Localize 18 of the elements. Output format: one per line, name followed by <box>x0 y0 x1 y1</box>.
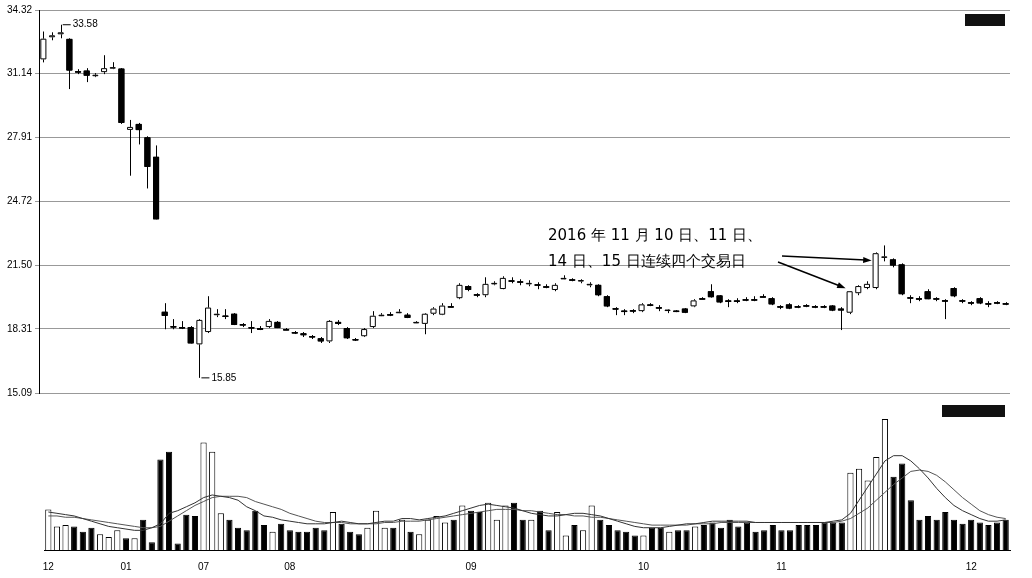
y-tick-label: 34.32 <box>6 3 33 15</box>
y-tick-label: 24.72 <box>6 194 33 206</box>
annotation: 33.58 <box>72 18 99 30</box>
x-tick-label: 07 <box>198 560 210 572</box>
y-tick-label: 18.31 <box>6 322 33 334</box>
annotation: 2016 年 11 月 10 日、11 日、 14 日、15 日连续四个交易日 <box>548 226 763 270</box>
annotation: 15.85 <box>211 371 237 383</box>
x-tick-label: 11 <box>776 560 788 572</box>
y-tick-label: 31.14 <box>6 67 33 79</box>
y-tick-label: 15.09 <box>6 386 33 398</box>
x-tick-label: 10 <box>637 560 650 572</box>
x-tick-label: 09 <box>465 560 477 572</box>
x-tick-label: 01 <box>120 560 132 572</box>
x-tick-label: 08 <box>284 560 296 572</box>
x-tick-label: 12 <box>42 560 55 572</box>
x-tick-label: 12 <box>965 560 978 572</box>
y-tick-label: 21.50 <box>6 259 33 271</box>
y-tick-label: 27.91 <box>6 131 33 143</box>
